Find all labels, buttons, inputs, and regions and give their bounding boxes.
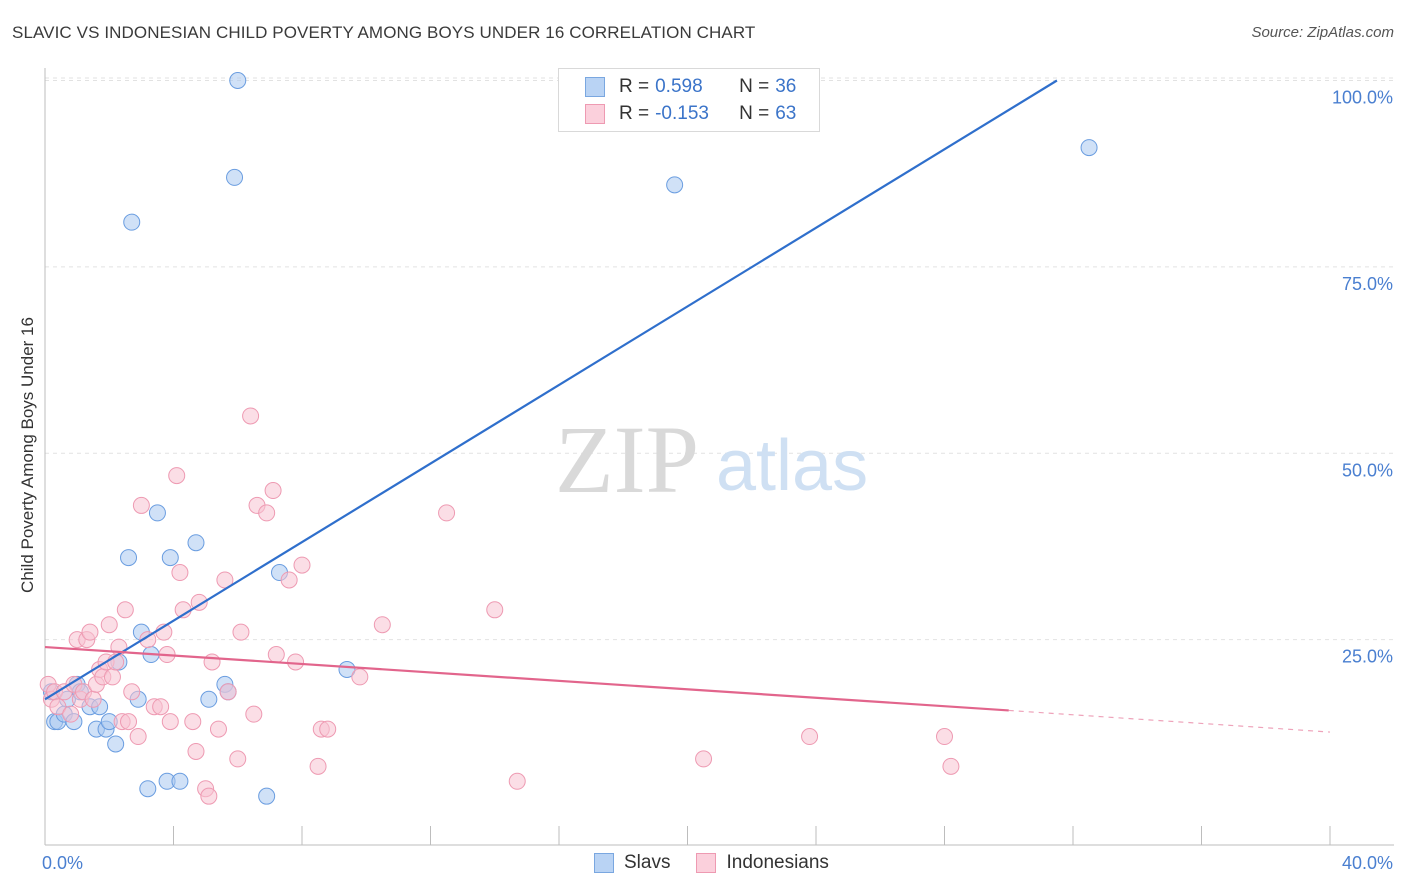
watermark-zip: ZIP xyxy=(555,406,699,513)
y-tick-label: 50.0% xyxy=(1342,460,1393,480)
slavs-point xyxy=(229,72,247,89)
slavs-point xyxy=(200,690,218,708)
indonesians-point xyxy=(209,720,227,738)
slavs-point xyxy=(187,534,205,552)
indonesians-point xyxy=(267,646,285,664)
indonesians-point xyxy=(258,504,276,522)
legend-item-indonesians: Indonesians xyxy=(696,852,829,874)
slavs-point xyxy=(171,772,189,790)
indonesians-point xyxy=(801,728,819,746)
n-value: 63 xyxy=(775,103,797,124)
indonesians-point xyxy=(129,728,147,746)
slavs-point xyxy=(123,213,141,231)
stats-legend-row-slavs: R = 0.598 N = 36 xyxy=(585,75,796,99)
indonesians-point xyxy=(100,616,118,634)
indonesians-point xyxy=(280,571,298,589)
slavs-point xyxy=(148,504,166,522)
indonesians-point xyxy=(245,705,263,723)
indonesians-swatch xyxy=(585,104,605,124)
indonesians-point xyxy=(84,690,102,708)
indonesians-trendline xyxy=(44,645,1009,712)
indonesians-point xyxy=(123,683,141,701)
indonesians-point xyxy=(139,631,157,649)
indonesians-point xyxy=(373,616,391,634)
indonesians-point xyxy=(695,750,713,768)
indonesians-point xyxy=(120,713,138,731)
indonesians-point xyxy=(116,601,134,619)
indonesians-point xyxy=(62,705,80,723)
x-tick-label: 40.0% xyxy=(1342,853,1393,873)
indonesians-point xyxy=(219,683,237,701)
y-tick-label: 75.0% xyxy=(1342,274,1393,294)
indonesians-trendline-extension xyxy=(1008,709,1331,733)
slavs-point xyxy=(226,168,244,186)
indonesians-point xyxy=(309,757,327,775)
slavs-point xyxy=(666,176,684,194)
n-label: N = xyxy=(739,103,770,124)
n-value: 36 xyxy=(775,76,797,97)
r-value: 0.598 xyxy=(655,76,703,97)
indonesians-point xyxy=(229,750,247,768)
indonesians-point xyxy=(203,653,221,671)
indonesians-point xyxy=(161,713,179,731)
indonesians-point xyxy=(232,623,250,641)
slavs-point xyxy=(338,660,356,678)
legend-item-slavs: Slavs xyxy=(594,852,670,874)
indonesians-point xyxy=(187,742,205,760)
slavs-trendline xyxy=(44,79,1058,701)
indonesians-point xyxy=(936,728,953,746)
indonesians-point xyxy=(152,698,170,716)
slavs-point xyxy=(107,735,125,753)
indonesians-point xyxy=(293,556,311,574)
indonesians-point xyxy=(132,496,150,514)
chart-title: SLAVIC VS INDONESIAN CHILD POVERTY AMONG… xyxy=(12,23,756,42)
indonesians-legend-swatch xyxy=(696,853,717,873)
slavs-point xyxy=(161,549,179,567)
slavs-point xyxy=(120,549,138,567)
indonesians-point xyxy=(103,668,121,686)
r-label: R = xyxy=(619,103,650,124)
legend-label-indonesians: Indonesians xyxy=(726,852,829,873)
slavs-point xyxy=(1080,139,1098,157)
indonesians-point xyxy=(942,757,960,775)
indonesians-point xyxy=(264,482,282,500)
slavs-swatch xyxy=(585,77,605,97)
indonesians-point xyxy=(319,720,337,738)
indonesians-point xyxy=(171,564,189,582)
stats-legend: R = 0.598 N = 36 R = -0.153 N = 63 xyxy=(558,68,820,132)
indonesians-point xyxy=(508,772,526,790)
y-tick-label: 100.0% xyxy=(1332,88,1393,108)
r-value: -0.153 xyxy=(655,103,709,124)
watermark-atlas: atlas xyxy=(716,426,868,506)
indonesians-point xyxy=(351,668,369,686)
indonesians-point xyxy=(168,467,186,485)
x-tick-label: 0.0% xyxy=(42,853,83,873)
indonesians-point xyxy=(242,407,260,425)
slavs-point xyxy=(139,780,157,798)
y-tick-label: 25.0% xyxy=(1342,647,1393,667)
r-label: R = xyxy=(619,76,650,97)
stats-legend-row-indonesians: R = -0.153 N = 63 xyxy=(585,102,796,126)
chart-source: Source: ZipAtlas.com xyxy=(1251,24,1394,41)
n-label: N = xyxy=(739,76,770,97)
indonesians-point xyxy=(438,504,456,522)
legend-label-slavs: Slavs xyxy=(624,852,671,873)
indonesians-point xyxy=(184,713,202,731)
indonesians-point xyxy=(81,623,99,641)
indonesians-point xyxy=(49,698,67,716)
slavs-legend-swatch xyxy=(594,853,614,873)
indonesians-point xyxy=(287,653,305,671)
series-legend: Slavs Indonesians xyxy=(594,852,855,874)
indonesians-point xyxy=(200,787,218,805)
indonesians-point xyxy=(486,601,504,619)
slavs-point xyxy=(258,787,276,805)
